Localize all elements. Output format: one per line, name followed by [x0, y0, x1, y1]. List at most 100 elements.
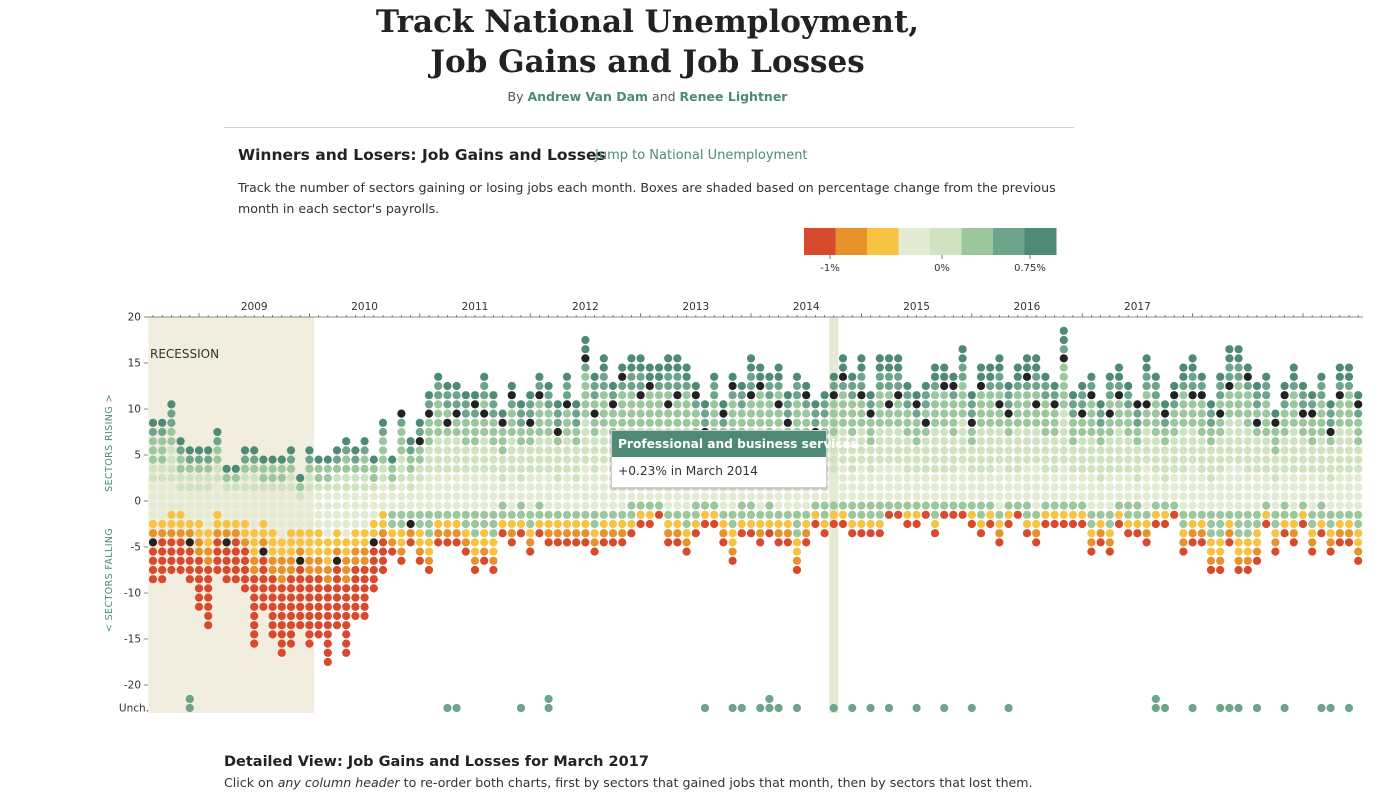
sector-dot[interactable] [1225, 455, 1234, 464]
sector-dot[interactable] [480, 409, 489, 418]
sector-dot[interactable] [1124, 446, 1133, 455]
sector-dot[interactable] [866, 455, 875, 464]
sector-dot[interactable] [912, 446, 921, 455]
sector-dot[interactable] [369, 510, 378, 519]
sector-dot[interactable] [1170, 381, 1179, 391]
sector-dot[interactable] [1078, 409, 1087, 418]
sector-dot[interactable] [305, 483, 314, 492]
sector-dot[interactable] [1133, 409, 1142, 418]
sector-dot[interactable] [636, 363, 645, 372]
sector-dot[interactable] [1124, 492, 1133, 501]
sector-dot[interactable] [286, 575, 296, 584]
sector-dot[interactable] [618, 529, 627, 538]
sector-dot[interactable] [765, 492, 774, 501]
sector-dot[interactable] [443, 400, 452, 409]
sector-dot[interactable] [286, 473, 296, 483]
sector-dot[interactable] [314, 538, 323, 547]
sector-dot[interactable] [921, 492, 930, 501]
sector-dot[interactable] [636, 391, 645, 400]
sector-dot[interactable] [204, 510, 213, 519]
sector-dot[interactable] [930, 409, 940, 418]
sector-dot[interactable] [1188, 464, 1197, 473]
sector-dot[interactable] [268, 529, 277, 538]
sector-dot[interactable] [1179, 400, 1188, 409]
sector-dot[interactable] [700, 519, 710, 529]
sector-dot[interactable] [535, 483, 544, 492]
sector-dot[interactable] [949, 409, 958, 418]
sector-dot[interactable] [1243, 556, 1252, 565]
sector-dot[interactable] [240, 575, 250, 584]
sector-dot[interactable] [958, 483, 967, 492]
sector-dot[interactable] [599, 400, 608, 409]
sector-dot[interactable] [526, 473, 535, 483]
sector-dot[interactable] [921, 418, 930, 427]
sector-dot[interactable] [866, 703, 875, 713]
sector-dot[interactable] [305, 464, 314, 473]
sector-dot[interactable] [250, 473, 259, 483]
sector-dot[interactable] [1059, 345, 1068, 354]
sector-dot[interactable] [277, 547, 286, 556]
sector-dot[interactable] [1050, 492, 1059, 501]
sector-dot[interactable] [1004, 455, 1013, 464]
sector-dot[interactable] [526, 510, 535, 519]
sector-dot[interactable] [378, 446, 388, 455]
sector-dot[interactable] [949, 391, 958, 400]
sector-dot[interactable] [581, 483, 590, 492]
sector-dot[interactable] [1133, 437, 1142, 446]
sector-dot[interactable] [949, 455, 958, 464]
sector-dot[interactable] [820, 510, 829, 519]
sector-dot[interactable] [1151, 473, 1160, 483]
sector-dot[interactable] [1133, 464, 1142, 473]
sector-dot[interactable] [1179, 547, 1188, 556]
sector-dot[interactable] [590, 501, 599, 510]
sector-dot[interactable] [728, 547, 737, 556]
sector-dot[interactable] [213, 547, 222, 556]
sector-dot[interactable] [1326, 703, 1335, 713]
sector-dot[interactable] [691, 409, 700, 418]
sector-dot[interactable] [599, 409, 608, 418]
sector-dot[interactable] [1197, 492, 1206, 501]
sector-dot[interactable] [636, 418, 645, 427]
sector-dot[interactable] [682, 363, 691, 372]
sector-dot[interactable] [461, 409, 470, 418]
sector-dot[interactable] [930, 455, 940, 464]
sector-dot[interactable] [250, 510, 259, 519]
sector-dot[interactable] [608, 510, 618, 519]
sector-dot[interactable] [1243, 418, 1252, 427]
sector-dot[interactable] [222, 510, 231, 519]
sector-dot[interactable] [1225, 427, 1234, 437]
sector-dot[interactable] [1105, 372, 1114, 381]
sector-dot[interactable] [1078, 437, 1087, 446]
sector-dot[interactable] [857, 391, 866, 400]
sector-dot[interactable] [1068, 483, 1078, 492]
sector-dot[interactable] [1225, 372, 1234, 381]
sector-dot[interactable] [857, 354, 866, 363]
sector-dot[interactable] [654, 400, 664, 409]
sector-dot[interactable] [176, 529, 185, 538]
sector-dot[interactable] [1059, 483, 1068, 492]
sector-dot[interactable] [1206, 501, 1216, 510]
sector-dot[interactable] [1004, 501, 1013, 510]
sector-dot[interactable] [921, 510, 930, 519]
sector-dot[interactable] [516, 400, 526, 409]
sector-dot[interactable] [838, 510, 848, 519]
sector-dot[interactable] [461, 464, 470, 473]
sector-dot[interactable] [894, 464, 903, 473]
sector-dot[interactable] [323, 473, 332, 483]
sector-dot[interactable] [397, 437, 406, 446]
sector-dot[interactable] [995, 427, 1004, 437]
sector-dot[interactable] [1326, 473, 1335, 483]
sector-dot[interactable] [167, 510, 176, 519]
sector-dot[interactable] [167, 501, 176, 510]
sector-dot[interactable] [240, 455, 250, 464]
sector-dot[interactable] [562, 529, 572, 538]
sector-dot[interactable] [894, 473, 903, 483]
sector-dot[interactable] [351, 529, 360, 538]
sector-dot[interactable] [167, 427, 176, 437]
sector-dot[interactable] [535, 473, 544, 483]
sector-dot[interactable] [480, 547, 489, 556]
sector-dot[interactable] [397, 492, 406, 501]
sector-dot[interactable] [940, 464, 949, 473]
sector-dot[interactable] [1087, 455, 1096, 464]
sector-dot[interactable] [1344, 437, 1354, 446]
